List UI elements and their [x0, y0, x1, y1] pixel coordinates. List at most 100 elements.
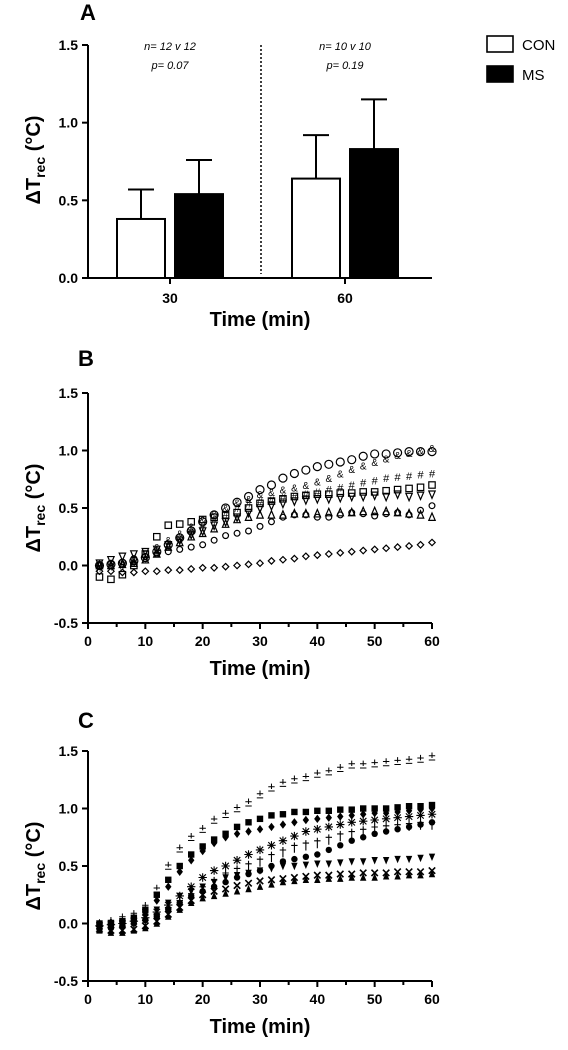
panel-b-point-open-circle-small — [279, 513, 287, 521]
panel-c-point-plusminus — [176, 844, 183, 853]
panel-c-point-plusminus — [394, 757, 401, 766]
panel-b-point-open-circle-small — [302, 511, 310, 519]
panel-c-point-dagger — [348, 828, 355, 839]
panel-c-point-asterisk — [370, 815, 379, 825]
panel-b-y-axis-title: ΔTrec (°C) — [23, 464, 48, 553]
panel-b-point-open-circle-large — [370, 449, 380, 459]
panel-b-point-open-triangle-down — [141, 547, 150, 558]
panel-c-point-filled-diamond — [256, 825, 264, 834]
panel-b-point-open-square — [107, 575, 115, 584]
panel-c-point-filled-diamond — [394, 807, 401, 817]
panel-b-point-open-triangle-down — [210, 521, 219, 531]
panel-b-point-ampersand: & — [222, 504, 229, 515]
panel-b-point-open-triangle-down — [382, 492, 391, 503]
panel-a-x-tick-label: 60 — [337, 290, 353, 306]
panel-b-point-hash: # — [337, 482, 344, 494]
panel-c-point-filled-square — [165, 876, 172, 883]
panel-c-point-filled-diamond — [348, 811, 355, 820]
panel-b-point-open-diamond — [370, 545, 379, 554]
panel-b-point-open-diamond — [359, 546, 368, 555]
panel-b-point-open-circle-large — [301, 465, 311, 475]
panel-b-point-open-diamond — [427, 538, 437, 547]
panel-b-point-open-triangle-down — [175, 536, 184, 546]
panel-b-point-open-circle-small — [382, 510, 390, 518]
panel-b-point-open-triangle-down — [301, 496, 310, 506]
panel-b-point-open-circle-large — [381, 449, 391, 459]
panel-c-point-filled-triangle-up — [210, 891, 218, 900]
panel-b-x-tick-label: 30 — [252, 633, 268, 649]
panel-c-point-asterisk — [255, 845, 265, 855]
legend-label-ms: MS — [522, 67, 545, 84]
panel-c-point-filled-triangle-down — [142, 913, 149, 921]
panel-c-point-filled-triangle-up — [405, 871, 413, 879]
panel-b-point-open-square — [359, 488, 368, 496]
panel-b-point-open-circle-small — [325, 513, 333, 521]
panel-c-point-filled-square — [325, 807, 332, 814]
panel-c-point-filled-triangle-up — [233, 887, 241, 895]
panel-b-point-open-triangle-down — [267, 501, 276, 512]
panel-c-point-filled-triangle-up — [245, 884, 252, 893]
panel-c-point-cross — [221, 885, 230, 893]
panel-b-point-open-circle-large — [347, 455, 357, 465]
panel-c-point-filled-diamond — [302, 815, 310, 825]
panel-b-point-open-circle-large — [209, 510, 219, 520]
panel-c-point-filled-triangle-down — [165, 899, 172, 907]
panel-b-point-ampersand: & — [245, 495, 252, 506]
panel-b-point-open-circle-small — [107, 559, 115, 567]
panel-b-point-open-circle-large — [266, 480, 277, 490]
panel-c-point-filled-square — [360, 805, 367, 812]
panel-b-y-tick-label: 1.5 — [59, 385, 79, 401]
panel-a-y-tick-label: 0.5 — [59, 192, 79, 208]
panel-c-point-plusminus — [188, 833, 195, 841]
panel-b-point-open-square — [416, 483, 425, 492]
panel-b-point-open-triangle-down — [118, 552, 127, 563]
panel-c-point-filled-circle — [348, 837, 355, 844]
panel-b-point-open-triangle-down — [278, 499, 288, 510]
panel-c-point-asterisk — [416, 811, 425, 820]
panel-b-point-hash: # — [406, 471, 413, 483]
panel-b-point-open-triangle-down — [324, 495, 333, 505]
panel-a-bar-ms — [174, 193, 224, 279]
panel-b-point-open-circle-small — [130, 555, 138, 563]
panel-b-point-ampersand: & — [234, 498, 241, 509]
panel-b-point-ampersand: & — [406, 449, 413, 460]
panel-b-point-open-square — [210, 513, 218, 522]
panel-b-point-open-triangle-down — [164, 540, 173, 551]
panel-c-point-cross — [244, 879, 253, 888]
panel-c-point-plusminus — [153, 884, 160, 893]
panel-b-x-axis-title: Time (min) — [210, 658, 311, 680]
panel-b-point-open-circle-small — [267, 518, 275, 526]
panel-c-point-dagger — [337, 830, 344, 842]
panel-b-point-open-circle-large — [415, 447, 426, 457]
panel-c-point-filled-triangle-up — [256, 882, 264, 890]
panel-c-point-filled-triangle-up — [142, 923, 149, 932]
panel-b-point-open-circle-small — [394, 509, 402, 517]
panel-b-point-open-circle-small — [290, 511, 298, 519]
panel-b-point-ampersand: & — [314, 478, 321, 489]
panel-b-point-open-triangle-down — [152, 545, 161, 556]
panel-b-point-open-circle-small — [371, 512, 379, 520]
panel-b-point-open-triangle-down — [313, 495, 322, 505]
panel-a-x-tick-label: 30 — [162, 290, 178, 306]
panel-c-point-filled-triangle-down — [371, 857, 378, 865]
panel-c-point-filled-diamond — [325, 813, 332, 822]
panel-b-point-open-diamond — [405, 541, 414, 550]
panel-b-point-hash: # — [314, 487, 321, 499]
panel-b-point-hash: # — [119, 561, 126, 573]
panel-b-point-ampersand: & — [348, 465, 355, 476]
panel-b-point-open-diamond — [233, 561, 242, 570]
panel-c-point-filled-circle — [188, 892, 195, 900]
panel-c-point-filled-square — [233, 823, 241, 831]
panel-c-y-tick-label: 0.5 — [59, 858, 79, 874]
panel-c-point-filled-circle — [371, 830, 378, 837]
panel-b-point-open-circle-large — [198, 517, 208, 527]
panel-c-point-asterisk — [209, 866, 219, 875]
panel-c-point-filled-triangle-up — [222, 889, 229, 897]
panel-c-point-filled-circle — [210, 883, 218, 890]
panel-c-point-filled-triangle-up — [302, 875, 310, 883]
panel-b-point-ampersand: & — [325, 474, 332, 485]
panel-c-point-filled-circle — [382, 828, 390, 835]
panel-c-y-tick-label: -0.5 — [54, 973, 78, 989]
panel-c-point-filled-triangle-down — [279, 862, 287, 871]
panel-b-point-open-triangle-up — [404, 508, 414, 518]
